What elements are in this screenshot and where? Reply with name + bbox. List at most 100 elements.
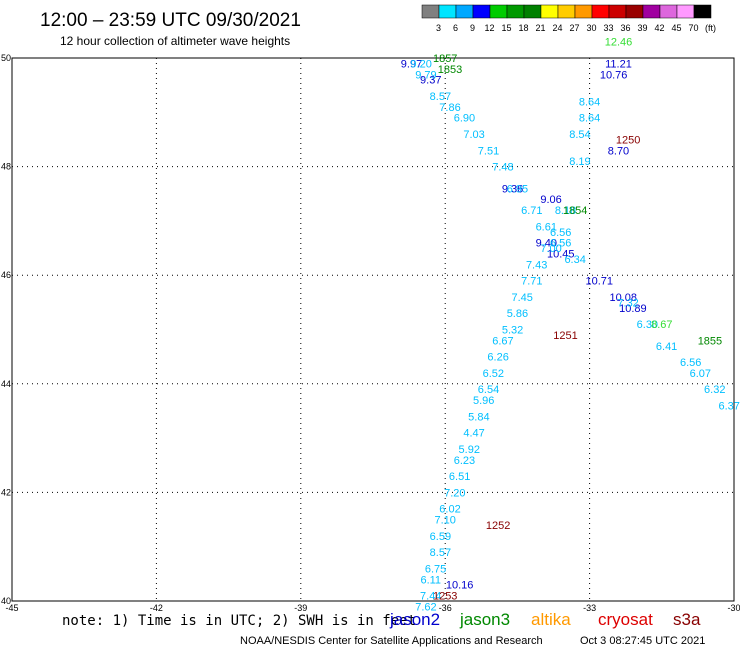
wave-height-label: 8.57: [430, 91, 451, 103]
wave-height-label: 1251: [553, 330, 577, 342]
wave-height-label: 4.47: [463, 428, 484, 440]
y-tick-label: 44: [1, 379, 11, 389]
wave-height-label: 7.20: [444, 487, 465, 499]
wave-height-label: 8.70: [608, 145, 629, 157]
colorbar-tick-label: 21: [535, 23, 545, 33]
wave-height-label: 10.71: [585, 276, 613, 288]
wave-height-label: 6.32: [704, 384, 725, 396]
colorbar-swatch: [421, 4, 440, 19]
wave-height-label: 7.32: [617, 297, 638, 309]
colorbar-swatch: [523, 4, 542, 19]
wave-height-label: 9.97: [401, 58, 422, 70]
wave-height-label: 1252: [486, 520, 510, 532]
wave-height-label: 7.00: [540, 243, 561, 255]
y-tick-label: 42: [1, 487, 11, 497]
x-tick-label: -33: [583, 603, 596, 613]
footer-note: note: 1) Time is in UTC; 2) SWH is in fe…: [62, 613, 416, 629]
colorbar-swatch: [472, 4, 491, 19]
wave-height-label: 10.16: [446, 580, 474, 592]
wave-height-label: 8.57: [430, 547, 451, 559]
colorbar-swatch: [659, 4, 678, 19]
colorbar-tick-label: 30: [586, 23, 596, 33]
wave-height-label: 8.64: [579, 113, 600, 125]
wave-height-label: 6.23: [454, 455, 475, 467]
colorbar-swatch: [591, 4, 610, 19]
legend-jason3: jason3: [459, 610, 510, 629]
wave-height-label: 6.59: [430, 531, 451, 543]
wave-height-label: 6.95: [507, 183, 528, 195]
colorbar-swatch: [540, 4, 559, 19]
colorbar-swatch: [455, 4, 474, 19]
wave-height-label: 6.56: [550, 227, 571, 239]
colorbar-tick-label: 70: [688, 23, 698, 33]
wave-height-label: 6.56: [550, 238, 571, 250]
wave-height-label: 10.76: [600, 69, 628, 81]
wave-height-label: 6.75: [425, 563, 446, 575]
wave-height-label: 6.61: [536, 221, 557, 233]
wave-height-label: 1853: [438, 64, 462, 76]
colorbar-swatch: [438, 4, 457, 19]
wave-height-label: 7.10: [434, 515, 455, 527]
wave-height-label: 8.18: [555, 205, 576, 217]
grid-lines: [12, 58, 734, 601]
wave-height-label: 1250: [616, 134, 640, 146]
wave-height-label: 11.21: [605, 58, 632, 70]
wave-height-label: 6.52: [483, 368, 504, 380]
colorbar-tick-label: 18: [518, 23, 528, 33]
colorbar-tick-label: 27: [569, 23, 579, 33]
wave-height-label: 7.48: [492, 162, 513, 174]
wave-height-label: 7.62: [415, 601, 436, 613]
wave-height-label: 6.90: [454, 113, 475, 125]
wave-height-label: 5.86: [507, 308, 528, 320]
wave-height-label: 6.37: [718, 401, 739, 413]
footer-credit: NOAA/NESDIS Center for Satellite Applica…: [240, 635, 543, 647]
wave-height-label: 9.40: [536, 238, 557, 250]
x-tick-label: -39: [294, 603, 307, 613]
wave-height-label: 7.45: [512, 292, 533, 304]
wave-height-label: 7.71: [521, 276, 542, 288]
colorbar-tick-label: 24: [552, 23, 562, 33]
footer-timestamp: Oct 3 08:27:45 UTC 2021: [580, 635, 705, 647]
wave-height-label: 5.32: [502, 325, 523, 337]
x-tick-label: -30: [727, 603, 740, 613]
colorbar-tick-label: 12: [484, 23, 494, 33]
y-tick-label: 40: [1, 596, 11, 606]
wave-height-label: 9.36: [502, 183, 523, 195]
y-tick-label: 46: [1, 270, 11, 280]
wave-height-label: 8.19: [569, 156, 590, 168]
wave-height-label: 6.67: [492, 335, 513, 347]
chart-subtitle: 12 hour collection of altimeter wave hei…: [60, 34, 290, 48]
colorbar-swatch: [557, 4, 576, 19]
legend-altika: altika: [531, 610, 571, 629]
colorbar-tick-label: 45: [671, 23, 681, 33]
wave-height-label: 6.07: [690, 368, 711, 380]
wave-height-label: 6.30: [637, 319, 658, 331]
wave-height-label: 8.64: [579, 96, 600, 108]
x-tick-label: -36: [439, 603, 452, 613]
colorbar-legend: 3 6 9 12 15 18 21 24 27 30 33 36 39 42 45 70 (ft): [421, 4, 716, 33]
wave-height-label: 6.41: [656, 341, 677, 353]
wave-height-label: 6.02: [439, 504, 460, 516]
wave-height-label: 12.46: [605, 37, 633, 49]
wave-height-label: 5.96: [473, 395, 494, 407]
wave-height-label: 7.86: [439, 102, 460, 114]
wave-height-label: 8.67: [651, 319, 672, 331]
colorbar-tick-label: 42: [654, 23, 664, 33]
colorbar-tick-label: 9: [470, 23, 475, 33]
wave-height-label: 7.44: [420, 591, 441, 603]
wave-height-label: 10.08: [610, 292, 638, 304]
axis-ticks: -45 -42 -39 -36 -33 -30 40 42 44 46 48 50: [1, 53, 740, 613]
colorbar-swatch: [625, 4, 644, 19]
colorbar-swatch: [506, 4, 525, 19]
colorbar-swatch: [608, 4, 627, 19]
wave-height-label: 1253: [433, 591, 457, 603]
wave-height-label: 1857: [433, 53, 457, 65]
colorbar-swatch: [676, 4, 695, 19]
wave-height-label: 5.92: [459, 444, 480, 456]
y-tick-label: 48: [1, 162, 11, 172]
colorbar-tick-label: 6: [453, 23, 458, 33]
colorbar-tick-label: 3: [436, 23, 441, 33]
wave-height-label: 6.71: [521, 205, 542, 217]
wave-height-label: 10.89: [619, 303, 647, 315]
